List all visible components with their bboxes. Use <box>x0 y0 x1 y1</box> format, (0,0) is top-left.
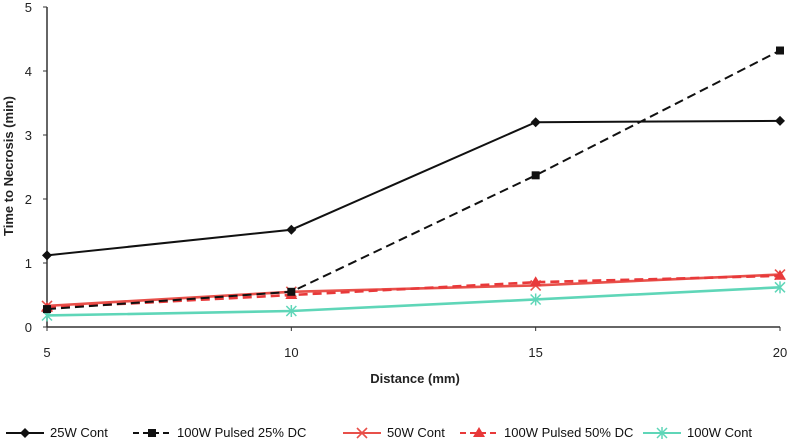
data-point <box>42 250 52 261</box>
data-point <box>530 117 541 128</box>
y-tick-labels: 0 1 2 3 4 5 <box>25 0 47 335</box>
data-point <box>529 276 542 287</box>
x-tick-label: 10 <box>284 345 298 360</box>
y-tick-label: 1 <box>25 256 32 271</box>
x-tick-label: 15 <box>528 345 542 360</box>
legend-label: 100W Pulsed 25% DC <box>177 425 306 440</box>
legend-marker <box>656 427 668 439</box>
y-tick-label: 2 <box>25 192 32 207</box>
legend-label: 100W Pulsed 50% DC <box>504 425 633 440</box>
series-100w-cont <box>41 281 786 322</box>
data-point <box>774 281 786 294</box>
x-axis-title: Distance (mm) <box>370 371 460 386</box>
legend-marker <box>148 429 156 437</box>
data-point <box>774 269 786 280</box>
legend-item: 100W Cont <box>643 425 752 440</box>
legend-item: 100W Pulsed 25% DC <box>133 425 306 440</box>
series-line <box>46 274 781 310</box>
y-tick-label: 4 <box>25 64 32 79</box>
series-line <box>46 119 781 257</box>
legend-label: 100W Cont <box>687 425 752 440</box>
data-point <box>775 115 785 126</box>
y-tick-label: 5 <box>25 0 32 15</box>
data-point <box>286 224 297 235</box>
data-point <box>776 46 784 55</box>
legend-item: 25W Cont <box>6 425 108 440</box>
y-tick-label: 0 <box>25 320 32 335</box>
y-tick-label: 3 <box>25 128 32 143</box>
x-tick-labels: 5 10 15 20 <box>43 327 787 360</box>
data-point <box>287 287 296 296</box>
data-point <box>531 171 540 180</box>
data-point <box>285 305 297 317</box>
x-tick-label: 5 <box>43 345 50 360</box>
data-point <box>530 293 542 306</box>
legend-label: 25W Cont <box>50 425 108 440</box>
legend-marker <box>473 427 485 437</box>
legend-marker <box>356 427 368 439</box>
series-25w-cont <box>42 115 785 261</box>
data-point <box>43 305 51 314</box>
y-axis-title: Time to Necrosis (min) <box>1 96 16 236</box>
chart-series <box>41 46 786 322</box>
series-100w-pulsed-25-dc <box>43 46 784 314</box>
series-line <box>46 286 781 317</box>
chart-legend: 25W Cont 100W Pulsed 25% DC 50W Cont 100W P… <box>6 425 752 440</box>
chart-axes <box>46 7 780 328</box>
legend-label: 50W Cont <box>387 425 445 440</box>
legend-marker <box>20 428 30 438</box>
legend-item: 100W Pulsed 50% DC <box>460 425 633 440</box>
legend-item: 50W Cont <box>343 425 445 440</box>
x-tick-label: 20 <box>773 345 787 360</box>
series-line <box>46 49 781 311</box>
